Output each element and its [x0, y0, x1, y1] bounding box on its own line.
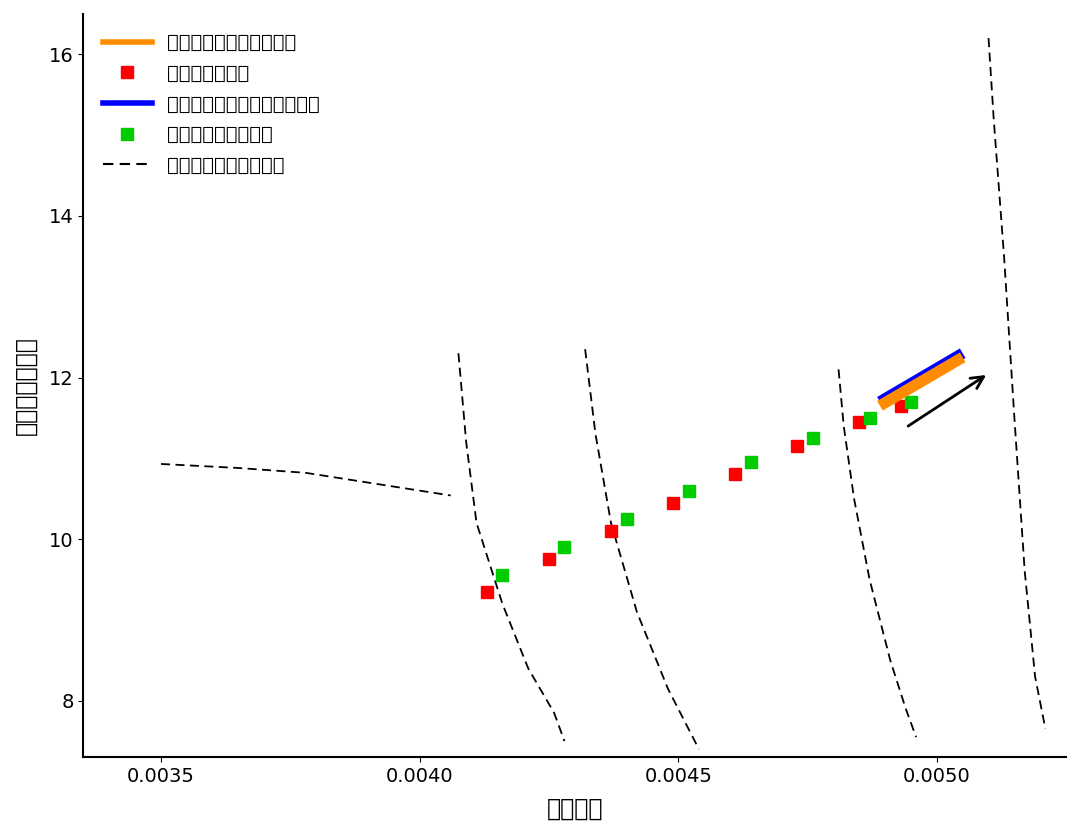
Y-axis label: 高压压气机压比: 高压压气机压比: [14, 337, 38, 435]
Legend: 巡航低压轴断裂后工作线, 巡航稳态工作线, 地面起飞低压轴断裂后工作线, 地面起飞稳态工作线, 高压压气机折合转速线: 巡航低压轴断裂后工作线, 巡航稳态工作线, 地面起飞低压轴断裂后工作线, 地面起…: [93, 23, 329, 185]
X-axis label: 换算流量: 换算流量: [546, 797, 603, 821]
